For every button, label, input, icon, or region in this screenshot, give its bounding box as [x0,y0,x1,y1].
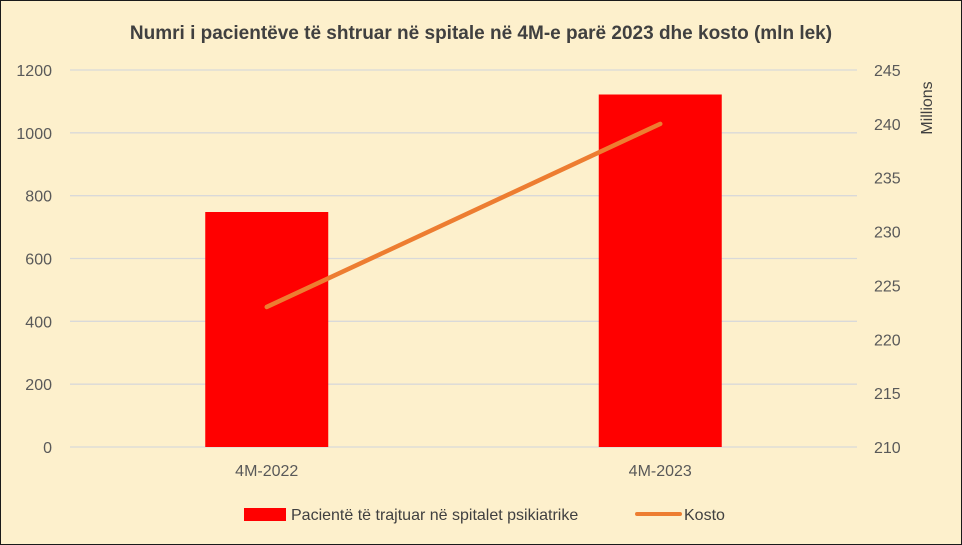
left-axis-ticks: 0 200 400 600 800 1000 1200 [16,63,52,457]
gridlines [70,69,857,448]
left-tick-label: 0 [43,440,52,457]
left-tick-label: 1000 [16,126,52,143]
right-axis-ticks: 210 215 220 225 230 235 240 245 [874,63,901,457]
right-tick-label: 210 [874,440,901,457]
right-tick-label: 220 [874,332,901,349]
right-tick-label: 235 [874,171,901,188]
left-tick-label: 400 [25,314,52,331]
left-tick-label: 600 [25,252,52,269]
bar-series [205,94,722,447]
legend-label-line: Kosto [684,507,725,524]
bar [205,212,329,447]
left-tick-label: 200 [25,377,52,394]
line-series [264,121,663,310]
legend: Pacientë të trajtuar në spitalet psikiat… [244,507,725,524]
legend-swatch-bar [244,508,286,521]
bar [598,94,722,447]
right-tick-label: 215 [874,386,901,403]
legend-label-bar: Pacientë të trajtuar në spitalet psikiat… [291,507,578,524]
right-tick-label: 245 [874,63,901,80]
category-label: 4M-2023 [629,463,692,480]
right-tick-label: 240 [874,117,901,134]
left-tick-label: 800 [25,189,52,206]
right-axis-label: Millions [919,81,936,134]
right-tick-label: 230 [874,225,901,242]
right-tick-label: 225 [874,278,901,295]
category-label: 4M-2022 [235,463,298,480]
left-tick-label: 1200 [16,63,52,80]
category-axis-labels: 4M-2022 4M-2023 [235,463,692,480]
line-path [264,121,663,310]
chart-title: Numri i pacientëve të shtruar në spitale… [130,23,832,44]
